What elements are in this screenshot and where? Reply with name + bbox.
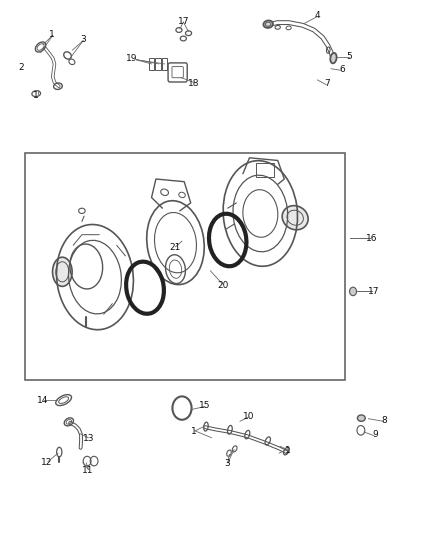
Text: 21: 21 (169, 244, 180, 253)
Text: 8: 8 (381, 416, 387, 425)
Text: 18: 18 (188, 79, 200, 88)
Text: 17: 17 (368, 287, 379, 296)
Text: 4: 4 (314, 11, 320, 20)
Bar (149, 58, 154, 70)
Ellipse shape (330, 53, 337, 63)
Text: 1: 1 (33, 91, 39, 100)
Bar (162, 58, 167, 70)
Ellipse shape (282, 206, 308, 230)
Text: 15: 15 (199, 401, 211, 410)
Text: 3: 3 (224, 459, 230, 469)
FancyBboxPatch shape (172, 67, 184, 78)
Bar (25, 152, 345, 381)
Text: 3: 3 (80, 35, 86, 44)
Text: 6: 6 (339, 64, 345, 74)
Text: 10: 10 (243, 411, 254, 421)
Text: 5: 5 (347, 52, 353, 61)
Ellipse shape (357, 415, 365, 421)
FancyBboxPatch shape (168, 63, 187, 82)
Text: 9: 9 (372, 430, 378, 439)
Text: 1: 1 (49, 30, 54, 39)
Text: 1: 1 (285, 446, 291, 455)
Text: 13: 13 (83, 434, 94, 443)
Bar (256, 163, 274, 177)
Text: 16: 16 (366, 234, 377, 243)
Ellipse shape (53, 257, 72, 286)
Text: 17: 17 (177, 17, 189, 26)
Text: 14: 14 (37, 395, 49, 405)
Text: 1: 1 (191, 427, 197, 437)
Text: 2: 2 (18, 63, 24, 72)
Circle shape (350, 287, 357, 296)
Text: 11: 11 (82, 466, 93, 475)
Text: 7: 7 (324, 79, 330, 88)
Bar (155, 58, 161, 70)
Text: 12: 12 (42, 458, 53, 467)
Ellipse shape (263, 20, 273, 28)
Text: 19: 19 (126, 54, 138, 62)
Text: 20: 20 (218, 280, 229, 289)
